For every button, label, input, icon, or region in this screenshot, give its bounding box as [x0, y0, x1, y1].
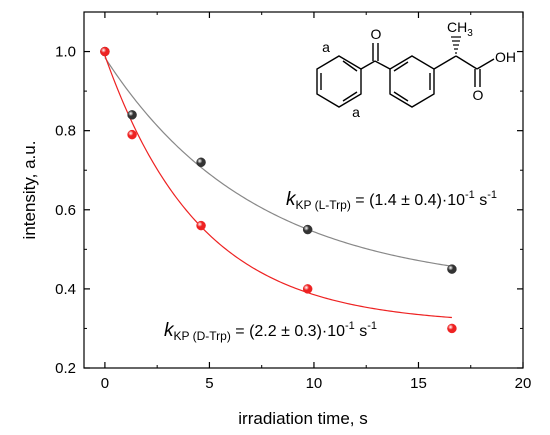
x-tick-label-4: 20 [515, 375, 532, 392]
x-axis-title: irradiation time, s [238, 409, 367, 428]
bond-ring-to-carbonyl [360, 60, 376, 70]
y-axis-title: intensity, a.u. [20, 141, 39, 240]
annotation-d-trp: kKP (D-Trp) = (2.2 ± 0.3)·10-1 s-1 [164, 320, 377, 343]
annotation-l-trp-unit-exp: -1 [487, 189, 497, 201]
molecule-structure [316, 36, 495, 108]
x-tick-label-0: 0 [101, 375, 109, 392]
left-ring-double-bond-2 [342, 91, 358, 102]
label-acid-o: O [473, 87, 484, 103]
label-ch3-subscript: 3 [467, 28, 473, 39]
bond-ring-to-chiral-carbon [433, 55, 457, 70]
annotation-d-trp-k: k [164, 320, 175, 341]
series-0-point-2 [196, 157, 206, 168]
fit-curve-1 [104, 55, 452, 319]
axis-tick-labels: 0 5 10 15 20 0.2 0.4 0.6 0.8 1.0 [55, 44, 531, 392]
annotation-d-trp-value: = (2.2 ± 0.3)·10 [231, 323, 345, 340]
annotation-d-trp-sub: KP (D-Trp) [174, 329, 231, 343]
axis-ticks [84, 11, 524, 369]
label-ch: CH [447, 19, 467, 35]
hashed-wedge [451, 36, 461, 54]
y-tick-label-0: 0.2 [55, 360, 76, 377]
annotation-l-trp: kKP (L-Trp) = (1.4 ± 0.4)·10-1 s-1 [286, 189, 497, 212]
bond-carbonyl-to-ring [374, 60, 391, 70]
series-1-point-2 [196, 220, 206, 231]
y-tick-label-1: 0.4 [55, 281, 76, 298]
left-ring-double-bond-1 [342, 60, 358, 72]
annotation-d-trp-exp: -1 [345, 320, 355, 332]
left-benzene-ring [316, 55, 362, 108]
annotation-d-trp-unit-exp: -1 [367, 320, 377, 332]
series-1-point-3 [302, 284, 313, 294]
label-ketone-o: O [371, 26, 382, 42]
right-benzene-ring [389, 55, 435, 108]
bond-to-carboxyl-carbon [455, 55, 478, 70]
x-tick-label-1: 5 [205, 375, 213, 392]
label-oh: OH [495, 49, 516, 65]
series-1-point-4 [447, 323, 457, 334]
annotation-l-trp-value: = (1.4 ± 0.4)·10 [351, 192, 465, 209]
series-0-point-4 [447, 264, 457, 274]
annotation-l-trp-k: k [286, 189, 297, 210]
bond-carboxyl-to-oh [476, 58, 495, 70]
annotation-l-trp-exp: -1 [465, 189, 475, 201]
data-points [100, 46, 457, 334]
annotation-d-trp-unit: s [355, 323, 367, 340]
series-0-point-1 [127, 110, 137, 120]
annotation-l-trp-unit: s [475, 192, 487, 209]
x-tick-label-2: 10 [306, 375, 323, 392]
y-tick-label-3: 0.8 [55, 123, 76, 140]
label-a-top: a [322, 39, 330, 55]
label-ch3: CH3 [447, 19, 473, 39]
x-tick-label-3: 15 [410, 375, 427, 392]
plot-frame [83, 11, 524, 369]
label-a-bottom: a [352, 104, 360, 120]
series-1-point-0 [100, 46, 110, 57]
right-ring-double-bond-1 [393, 61, 409, 72]
right-ring-double-bond-3 [393, 91, 409, 102]
series-0-point-3 [302, 224, 313, 235]
annotation-l-trp-sub: KP (L-Trp) [296, 198, 351, 212]
fit-curves [104, 55, 453, 319]
series-1-point-1 [127, 129, 137, 140]
fit-curve-0 [104, 57, 453, 267]
y-tick-label-2: 0.6 [55, 202, 76, 219]
y-tick-label-4: 1.0 [55, 44, 76, 61]
